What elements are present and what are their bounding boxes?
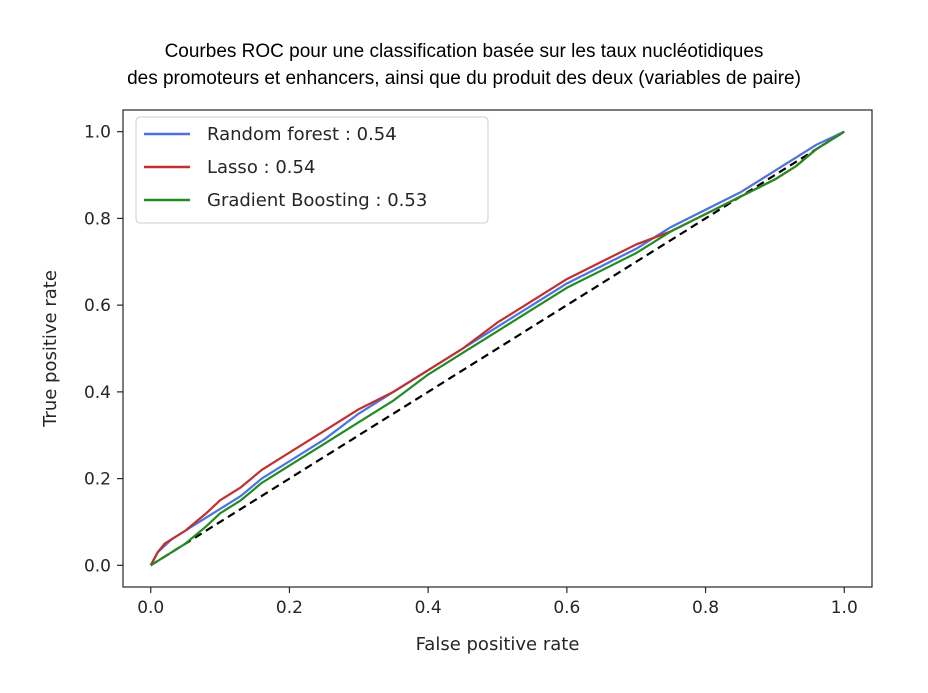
roc-curve-3: [150, 130, 845, 567]
chart-title-line-2: des promoteurs et enhancers, ainsi que d…: [127, 68, 801, 89]
curves-layer: [149, 130, 845, 567]
chart-title-line-1: Courbes ROC pour une classification basé…: [164, 41, 764, 62]
x-tick-label: 0.2: [276, 598, 303, 618]
x-axis-label: False positive rate: [416, 634, 580, 655]
legend-box: [135, 116, 489, 224]
y-tick-label: 0.2: [84, 470, 111, 490]
y-tick-label: 1.0: [84, 123, 111, 143]
chance-diagonal: [150, 130, 845, 567]
chart-title: Courbes ROC pour une classification basé…: [0, 38, 928, 92]
x-tick-label: 0.6: [553, 598, 580, 618]
x-tick-label: 1.0: [831, 598, 858, 618]
x-tick-label: 0.0: [137, 598, 164, 618]
y-axis-label: True positive rate: [40, 270, 61, 428]
x-tick-label: 0.4: [415, 598, 442, 618]
legend-entry: Lasso : 0.54: [207, 157, 315, 178]
legend-entry: Gradient Boosting : 0.53: [207, 190, 427, 211]
plot-frame: [122, 109, 873, 588]
legend-entry: Random forest : 0.54: [207, 124, 397, 145]
x-tick-label: 0.8: [692, 598, 719, 618]
y-tick-label: 0.4: [84, 383, 111, 403]
y-tick-label: 0.8: [84, 209, 111, 229]
y-axis: 0.0 0.2 0.4 0.6 0.8 1.0: [84, 123, 123, 576]
legend: Random forest : 0.54 Lasso : 0.54 Gradient…: [135, 116, 489, 224]
x-axis: 0.0 0.2 0.4 0.6 0.8 1.0: [137, 587, 858, 618]
y-tick-label: 0.0: [84, 556, 111, 576]
y-tick-label: 0.6: [84, 296, 111, 316]
